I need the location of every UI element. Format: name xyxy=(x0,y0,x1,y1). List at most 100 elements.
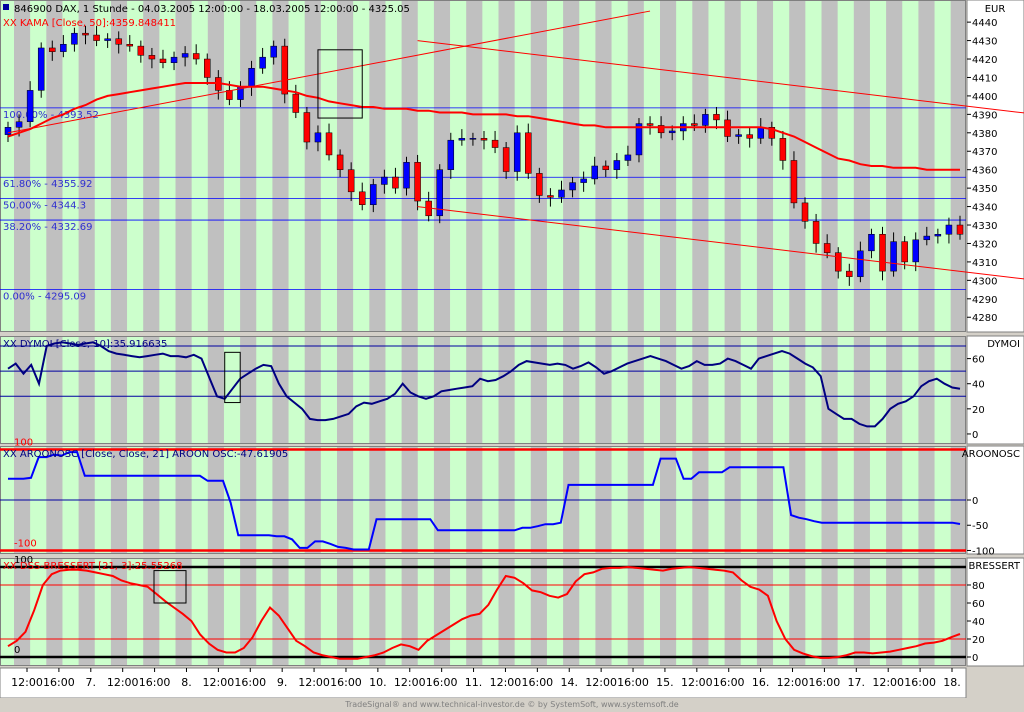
fib-level-label: 61.80% - 4355.92 xyxy=(3,179,92,190)
candle-body xyxy=(370,184,377,205)
y-tick-label: 4380 xyxy=(972,129,997,140)
candle-body xyxy=(735,134,742,137)
x-tick-label: 16:00 xyxy=(617,676,649,689)
time-stripe xyxy=(660,336,677,444)
kama-legend: XX KAMA [Close, 50]:4359.848411 xyxy=(3,18,176,29)
y-tick-label: 20 xyxy=(972,635,985,646)
candle-body xyxy=(82,32,89,36)
time-stripe xyxy=(627,336,644,444)
candle-body xyxy=(923,235,931,241)
candle-body xyxy=(713,114,720,121)
y-tick-label: 20 xyxy=(972,405,985,416)
x-tick-label: 14. xyxy=(560,676,578,689)
candle-body xyxy=(624,154,632,161)
time-stripe xyxy=(337,558,354,666)
candle-body xyxy=(248,67,255,87)
footer-copyright: TradeSignal® and www.technical-investor.… xyxy=(345,700,679,709)
time-stripe xyxy=(498,558,515,666)
candle-body xyxy=(635,123,643,156)
candle-body xyxy=(270,45,277,58)
time-stripe xyxy=(78,0,95,332)
y-tick-label: -50 xyxy=(972,521,988,532)
time-stripe xyxy=(207,0,224,332)
time-stripe xyxy=(660,0,677,332)
time-stripe xyxy=(756,336,774,444)
x-tick-label: 17. xyxy=(848,676,866,689)
time-stripe xyxy=(918,336,935,444)
candle-body xyxy=(115,38,122,45)
time-stripe xyxy=(304,336,321,444)
candle-body xyxy=(691,123,698,126)
y-tick-label: 0 xyxy=(972,430,978,441)
candle-body xyxy=(790,160,798,204)
x-tick-label: 8. xyxy=(181,676,192,689)
time-stripe xyxy=(240,558,257,666)
x-tick-label: 12:00 xyxy=(490,676,522,689)
y-tick-label: 4330 xyxy=(972,221,997,232)
candle-body xyxy=(890,241,897,272)
time-stripe xyxy=(46,0,63,332)
candle-body xyxy=(60,44,67,52)
x-tick-label: 16. xyxy=(752,676,770,689)
time-stripe xyxy=(756,0,774,332)
time-stripe xyxy=(692,558,709,666)
candle-body xyxy=(325,132,333,156)
time-stripe xyxy=(595,336,612,444)
axis-panel xyxy=(966,335,1024,445)
y-tick-label: 4420 xyxy=(972,55,997,66)
x-axis-panel xyxy=(0,667,967,698)
candle-body xyxy=(170,56,178,63)
time-stripe xyxy=(918,0,935,332)
osc-level-label: -100 xyxy=(14,538,37,549)
pattern-box xyxy=(224,351,241,404)
x-tick-label: 16:00 xyxy=(713,676,745,689)
trend-line xyxy=(417,40,1024,114)
time-stripe xyxy=(337,0,354,332)
title-marker-icon xyxy=(3,4,9,10)
time-stripe xyxy=(756,558,774,666)
candle-body xyxy=(801,202,809,222)
time-stripe xyxy=(240,336,257,444)
x-tick-label: 11. xyxy=(465,676,483,689)
time-stripe xyxy=(110,558,128,666)
dymoi-line xyxy=(7,341,961,428)
time-stripe xyxy=(369,0,386,332)
y-tick-label: 4320 xyxy=(972,239,997,250)
candle-body xyxy=(181,53,189,58)
x-tick-label: 16:00 xyxy=(809,676,841,689)
candle-body xyxy=(525,132,532,174)
candle-body xyxy=(414,162,421,202)
time-stripe xyxy=(433,558,451,666)
bressert-line xyxy=(7,565,961,660)
candle-body xyxy=(901,241,908,263)
time-stripe xyxy=(304,0,321,332)
pattern-box xyxy=(317,49,363,119)
candle-body xyxy=(159,58,167,63)
candle-body xyxy=(547,195,554,198)
time-stripe xyxy=(433,336,451,444)
candle-body xyxy=(436,169,443,217)
time-stripe xyxy=(853,0,870,332)
time-stripe xyxy=(433,0,451,332)
time-stripe xyxy=(401,336,418,444)
time-stripe xyxy=(175,0,192,332)
candle-body xyxy=(93,34,100,41)
time-stripe xyxy=(950,336,966,444)
y-tick-label: 4350 xyxy=(972,184,997,195)
bressert-legend: XX DSS-BRESSERT [21, 3]:25.55268 xyxy=(3,561,183,572)
x-tick-label: 16:00 xyxy=(904,676,936,689)
candle-body xyxy=(403,162,410,189)
candle-body xyxy=(15,121,23,128)
candle-body xyxy=(314,132,322,143)
time-stripe xyxy=(337,336,354,444)
time-stripe xyxy=(143,558,160,666)
time-stripe xyxy=(110,0,128,332)
candle-body xyxy=(591,165,598,180)
bressert-axis-label: BRESSERT xyxy=(969,561,1021,572)
x-tick-label: 12:00 xyxy=(777,676,809,689)
time-stripe xyxy=(724,558,741,666)
candle-body xyxy=(458,138,466,141)
osc-level-label: 100 xyxy=(14,555,33,566)
candle-body xyxy=(569,182,576,191)
time-stripe xyxy=(143,0,160,332)
